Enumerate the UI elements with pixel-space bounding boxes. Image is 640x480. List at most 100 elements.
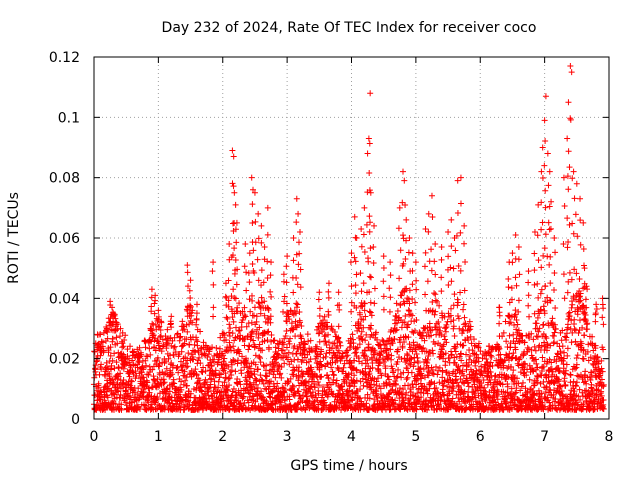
data-point — [262, 372, 269, 379]
data-point — [265, 344, 272, 351]
data-point — [251, 371, 258, 378]
data-point — [248, 329, 255, 336]
data-point — [217, 403, 224, 410]
data-point — [275, 366, 282, 373]
data-point — [107, 344, 114, 351]
data-point — [127, 364, 134, 371]
data-point — [166, 388, 173, 395]
x-tick-label: 4 — [347, 429, 356, 445]
data-point — [178, 378, 185, 385]
data-point — [132, 394, 139, 401]
data-point — [212, 405, 219, 412]
data-point — [225, 363, 232, 370]
data-point — [256, 324, 263, 331]
data-point — [270, 371, 277, 378]
data-point — [281, 335, 288, 342]
data-point — [217, 334, 224, 341]
data-point — [200, 339, 207, 346]
data-point — [278, 347, 285, 354]
data-point — [165, 355, 172, 362]
data-point — [197, 328, 204, 335]
data-point — [221, 361, 228, 368]
data-point — [122, 356, 129, 363]
data-point — [272, 344, 279, 351]
data-point — [229, 330, 236, 337]
data-point — [121, 336, 128, 343]
data-point — [227, 325, 234, 332]
data-point — [250, 337, 257, 344]
data-point — [138, 351, 145, 358]
data-point — [254, 395, 261, 402]
data-point — [263, 373, 270, 380]
data-point — [247, 365, 254, 372]
data-point — [236, 400, 243, 407]
data-point — [264, 329, 271, 336]
data-point — [207, 381, 214, 388]
data-point — [113, 387, 120, 394]
y-tick-label: 0.12 — [49, 50, 80, 66]
data-point — [126, 393, 133, 400]
data-point — [129, 349, 136, 356]
data-point — [242, 313, 249, 320]
data-point — [115, 373, 122, 380]
data-point — [282, 387, 289, 394]
data-point — [246, 343, 253, 350]
data-point — [260, 380, 267, 387]
y-tick-label: 0.08 — [49, 171, 80, 187]
data-point — [221, 332, 228, 339]
data-points — [90, 63, 607, 413]
data-point — [194, 342, 201, 349]
data-point — [106, 370, 113, 377]
data-point — [211, 378, 218, 385]
data-point — [149, 366, 156, 373]
y-tick-label: 0 — [71, 412, 80, 428]
data-point — [228, 372, 235, 379]
data-point — [184, 363, 191, 370]
data-point — [113, 334, 120, 341]
data-point — [215, 378, 222, 385]
data-point — [171, 380, 178, 387]
data-point — [258, 388, 265, 395]
data-point — [222, 337, 229, 344]
data-point — [120, 376, 127, 383]
data-point — [198, 387, 205, 394]
data-point — [239, 353, 246, 360]
data-point — [254, 385, 261, 392]
data-point — [279, 384, 286, 391]
data-point — [204, 379, 211, 386]
data-point — [154, 394, 161, 401]
data-point — [255, 330, 262, 337]
data-point — [254, 366, 261, 373]
data-point — [164, 340, 171, 347]
data-point — [247, 336, 254, 343]
data-point — [234, 357, 241, 364]
data-point — [99, 339, 106, 346]
data-point — [128, 378, 135, 385]
data-point — [129, 357, 136, 364]
data-point — [252, 361, 259, 368]
data-point — [117, 333, 124, 340]
data-point — [109, 376, 116, 383]
data-point — [178, 386, 185, 393]
y-tick-label: 0.04 — [49, 291, 80, 307]
data-point — [221, 379, 228, 386]
data-point — [212, 367, 219, 374]
data-point — [249, 393, 256, 400]
data-point — [211, 358, 218, 365]
data-point — [122, 399, 129, 406]
data-point — [257, 303, 264, 310]
data-point — [274, 361, 281, 368]
data-point — [259, 347, 266, 354]
data-point — [284, 378, 291, 385]
data-point — [204, 354, 211, 361]
data-point — [174, 330, 181, 337]
data-point — [196, 377, 203, 384]
data-point — [273, 355, 280, 362]
data-point — [127, 343, 134, 350]
data-point — [118, 406, 125, 413]
data-point — [257, 372, 264, 379]
data-point — [156, 360, 163, 367]
data-point — [271, 337, 278, 344]
data-point — [226, 329, 233, 336]
